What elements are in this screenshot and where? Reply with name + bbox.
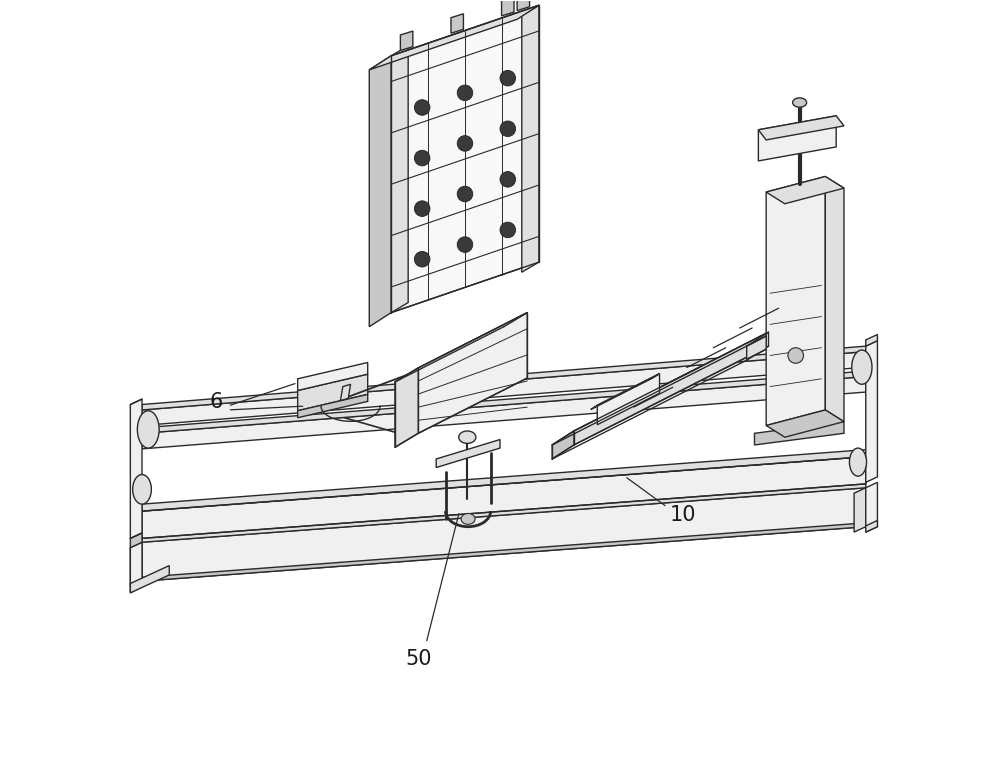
Polygon shape [436,440,500,468]
Polygon shape [142,457,866,538]
Polygon shape [766,410,844,437]
Polygon shape [130,542,142,587]
Polygon shape [142,351,866,426]
Circle shape [414,100,430,116]
Circle shape [500,222,516,237]
Polygon shape [451,14,463,34]
Polygon shape [391,5,539,312]
Polygon shape [298,394,368,418]
Polygon shape [418,312,527,433]
Polygon shape [574,332,768,445]
Circle shape [500,172,516,187]
Circle shape [788,348,804,363]
Polygon shape [597,373,660,425]
Text: 10: 10 [670,505,696,525]
Polygon shape [369,5,539,70]
Circle shape [500,70,516,86]
Polygon shape [866,483,877,532]
Polygon shape [142,488,866,581]
Circle shape [457,85,473,101]
Polygon shape [758,116,844,140]
Polygon shape [400,31,413,51]
Polygon shape [552,332,768,445]
Text: 6: 6 [209,392,223,412]
Polygon shape [142,376,866,449]
Polygon shape [298,374,368,411]
Polygon shape [142,346,866,410]
Ellipse shape [137,411,159,448]
Polygon shape [142,450,866,511]
Polygon shape [369,56,391,326]
Polygon shape [766,177,844,204]
Text: 50: 50 [405,649,432,669]
Ellipse shape [852,350,872,384]
Polygon shape [130,542,142,593]
Ellipse shape [459,431,476,444]
Polygon shape [754,422,844,445]
Polygon shape [298,362,368,390]
Polygon shape [395,368,418,448]
Polygon shape [552,431,574,459]
Polygon shape [517,0,530,11]
Circle shape [414,150,430,166]
Circle shape [457,186,473,201]
Polygon shape [142,480,866,542]
Polygon shape [591,373,660,409]
Polygon shape [340,384,351,401]
Polygon shape [866,341,877,483]
Ellipse shape [849,448,867,476]
Polygon shape [758,116,836,161]
Polygon shape [766,177,825,426]
Polygon shape [130,399,142,538]
Polygon shape [395,312,527,382]
Ellipse shape [461,513,475,524]
Polygon shape [142,522,866,581]
Polygon shape [522,5,539,273]
Polygon shape [854,488,866,532]
Polygon shape [130,565,169,593]
Polygon shape [866,520,877,532]
Circle shape [500,121,516,137]
Circle shape [457,237,473,252]
Polygon shape [130,533,142,547]
Polygon shape [391,46,408,312]
Ellipse shape [133,475,151,504]
Polygon shape [747,336,766,359]
Polygon shape [502,0,514,16]
Circle shape [414,251,430,267]
Polygon shape [825,177,844,422]
Polygon shape [866,334,877,346]
Circle shape [457,136,473,152]
Circle shape [414,201,430,216]
Polygon shape [142,371,866,433]
Ellipse shape [793,98,807,107]
